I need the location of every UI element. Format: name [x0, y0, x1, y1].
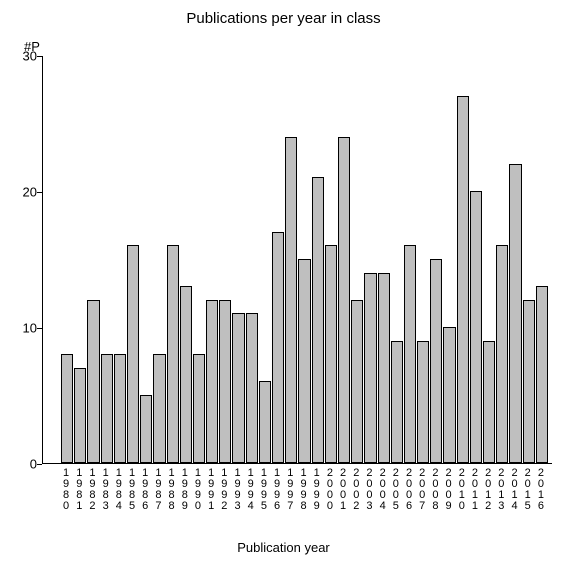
bar: [312, 177, 324, 463]
y-tick-mark: [37, 328, 42, 329]
chart-container: Publications per year in class #P Public…: [0, 0, 567, 567]
x-tick-label: 2 0 1 2: [483, 468, 493, 512]
bar: [325, 245, 337, 463]
y-tick-mark: [37, 56, 42, 57]
bar: [193, 354, 205, 463]
bar: [509, 164, 521, 463]
bar: [61, 354, 73, 463]
x-tick-label: 1 9 9 0: [193, 468, 203, 512]
bar: [443, 327, 455, 463]
x-tick-label: 1 9 9 9: [312, 468, 322, 512]
bar: [232, 313, 244, 463]
x-tick-label: 2 0 0 9: [444, 468, 454, 512]
bar: [206, 300, 218, 463]
bar: [167, 245, 179, 463]
bar: [259, 381, 271, 463]
x-tick-label: 1 9 8 2: [87, 468, 97, 512]
bar: [457, 96, 469, 463]
x-tick-label: 1 9 8 9: [180, 468, 190, 512]
y-tick-mark: [37, 192, 42, 193]
x-tick-label: 1 9 9 2: [219, 468, 229, 512]
bar: [180, 286, 192, 463]
x-tick-label: 2 0 1 4: [510, 468, 520, 512]
bar: [285, 137, 297, 463]
x-tick-label: 2 0 0 3: [364, 468, 374, 512]
x-tick-label: 1 9 8 7: [153, 468, 163, 512]
bar: [246, 313, 258, 463]
x-tick-label: 1 9 8 4: [114, 468, 124, 512]
bar: [536, 286, 548, 463]
x-tick-label: 2 0 0 5: [391, 468, 401, 512]
x-tick-label: 2 0 0 0: [325, 468, 335, 512]
y-tick-mark: [37, 464, 42, 465]
x-axis-title: Publication year: [0, 540, 567, 555]
bar: [74, 368, 86, 463]
x-tick-label: 1 9 8 5: [127, 468, 137, 512]
x-tick-label: 1 9 8 1: [74, 468, 84, 512]
x-tick-label: 1 9 9 8: [299, 468, 309, 512]
x-tick-label: 1 9 9 4: [246, 468, 256, 512]
y-tick-label: 20: [23, 185, 37, 200]
bar: [523, 300, 535, 463]
bar: [153, 354, 165, 463]
bar: [338, 137, 350, 463]
bar: [483, 341, 495, 463]
x-tick-label: 1 9 8 0: [61, 468, 71, 512]
x-tick-label: 1 9 9 6: [272, 468, 282, 512]
plot-area: [42, 56, 552, 464]
bar: [496, 245, 508, 463]
x-tick-label: 1 9 8 8: [167, 468, 177, 512]
bar: [219, 300, 231, 463]
bar: [114, 354, 126, 463]
x-tick-label: 2 0 1 3: [496, 468, 506, 512]
bar: [430, 259, 442, 463]
x-tick-label: 2 0 1 5: [523, 468, 533, 512]
x-tick-label: 2 0 1 0: [457, 468, 467, 512]
x-tick-label: 2 0 1 6: [536, 468, 546, 512]
x-tick-label: 1 9 9 3: [233, 468, 243, 512]
bar: [101, 354, 113, 463]
bar: [351, 300, 363, 463]
bar: [364, 273, 376, 463]
x-tick-label: 1 9 9 7: [285, 468, 295, 512]
y-tick-label: 30: [23, 49, 37, 64]
x-tick-label: 1 9 9 5: [259, 468, 269, 512]
x-tick-label: 2 0 0 7: [417, 468, 427, 512]
x-tick-label: 1 9 9 1: [206, 468, 216, 512]
bar: [87, 300, 99, 463]
y-tick-label: 0: [30, 457, 37, 472]
bar: [298, 259, 310, 463]
x-tick-label: 2 0 0 2: [351, 468, 361, 512]
bar: [417, 341, 429, 463]
x-tick-label: 2 0 0 1: [338, 468, 348, 512]
y-tick-label: 10: [23, 321, 37, 336]
x-tick-label: 2 0 0 6: [404, 468, 414, 512]
bar: [404, 245, 416, 463]
chart-title: Publications per year in class: [0, 10, 567, 27]
bar: [391, 341, 403, 463]
x-tick-label: 1 9 8 6: [140, 468, 150, 512]
x-tick-label: 2 0 0 8: [430, 468, 440, 512]
bar: [140, 395, 152, 463]
bar: [470, 191, 482, 463]
x-tick-label: 1 9 8 3: [101, 468, 111, 512]
x-tick-label: 2 0 1 1: [470, 468, 480, 512]
bar: [127, 245, 139, 463]
bar: [378, 273, 390, 463]
x-tick-label: 2 0 0 4: [378, 468, 388, 512]
bar: [272, 232, 284, 463]
bars-layer: [43, 56, 552, 463]
